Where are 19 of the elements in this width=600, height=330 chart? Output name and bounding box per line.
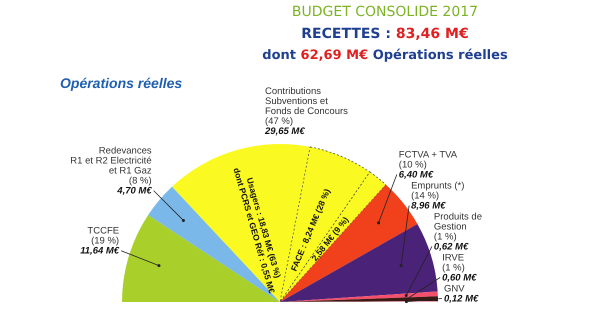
chart-title: BUDGET CONSOLIDE 2017 — [292, 4, 478, 20]
text: Opérations réelles — [60, 75, 182, 91]
slice-label: Produits de Gestion (1 %) — [434, 211, 482, 242]
slice-label: TCCFE (19 %) — [87, 226, 120, 247]
slice-label: IRVE (1 %) — [442, 252, 465, 274]
data-label: 6,40 M€ — [398, 169, 434, 180]
slice-label: FCTVA + TVA (10 %) — [398, 149, 458, 170]
data-label: 0,62 M€ — [434, 241, 469, 252]
text: RECETTES : 83,46 M€ dont 62,69 M€ Opérations réelles — [262, 26, 508, 63]
text: Contributions Subventions et Fonds de Concours (47 %) 29,65 M€ — [264, 86, 348, 137]
data-label: 4,70 M€ — [116, 186, 152, 197]
data-label: 0,60 M€ — [442, 272, 478, 284]
slice-label: Usagers : 18,83 M€ (63 %) dont PCRS et GEO Réf : 0,55 M€ — [231, 166, 284, 295]
data-label: 11,64 M€ — [80, 246, 120, 257]
slice-label: Redevances R1 et R2 Electricité et R1 Gaz (8 %) — [70, 146, 152, 187]
slice-label: GNV — [444, 283, 466, 294]
data-label: 8,96 M€ — [411, 200, 446, 212]
data-label: 0,12 M€ — [444, 293, 480, 304]
slice-label: Emprunts (*) (14 %) — [411, 180, 464, 202]
